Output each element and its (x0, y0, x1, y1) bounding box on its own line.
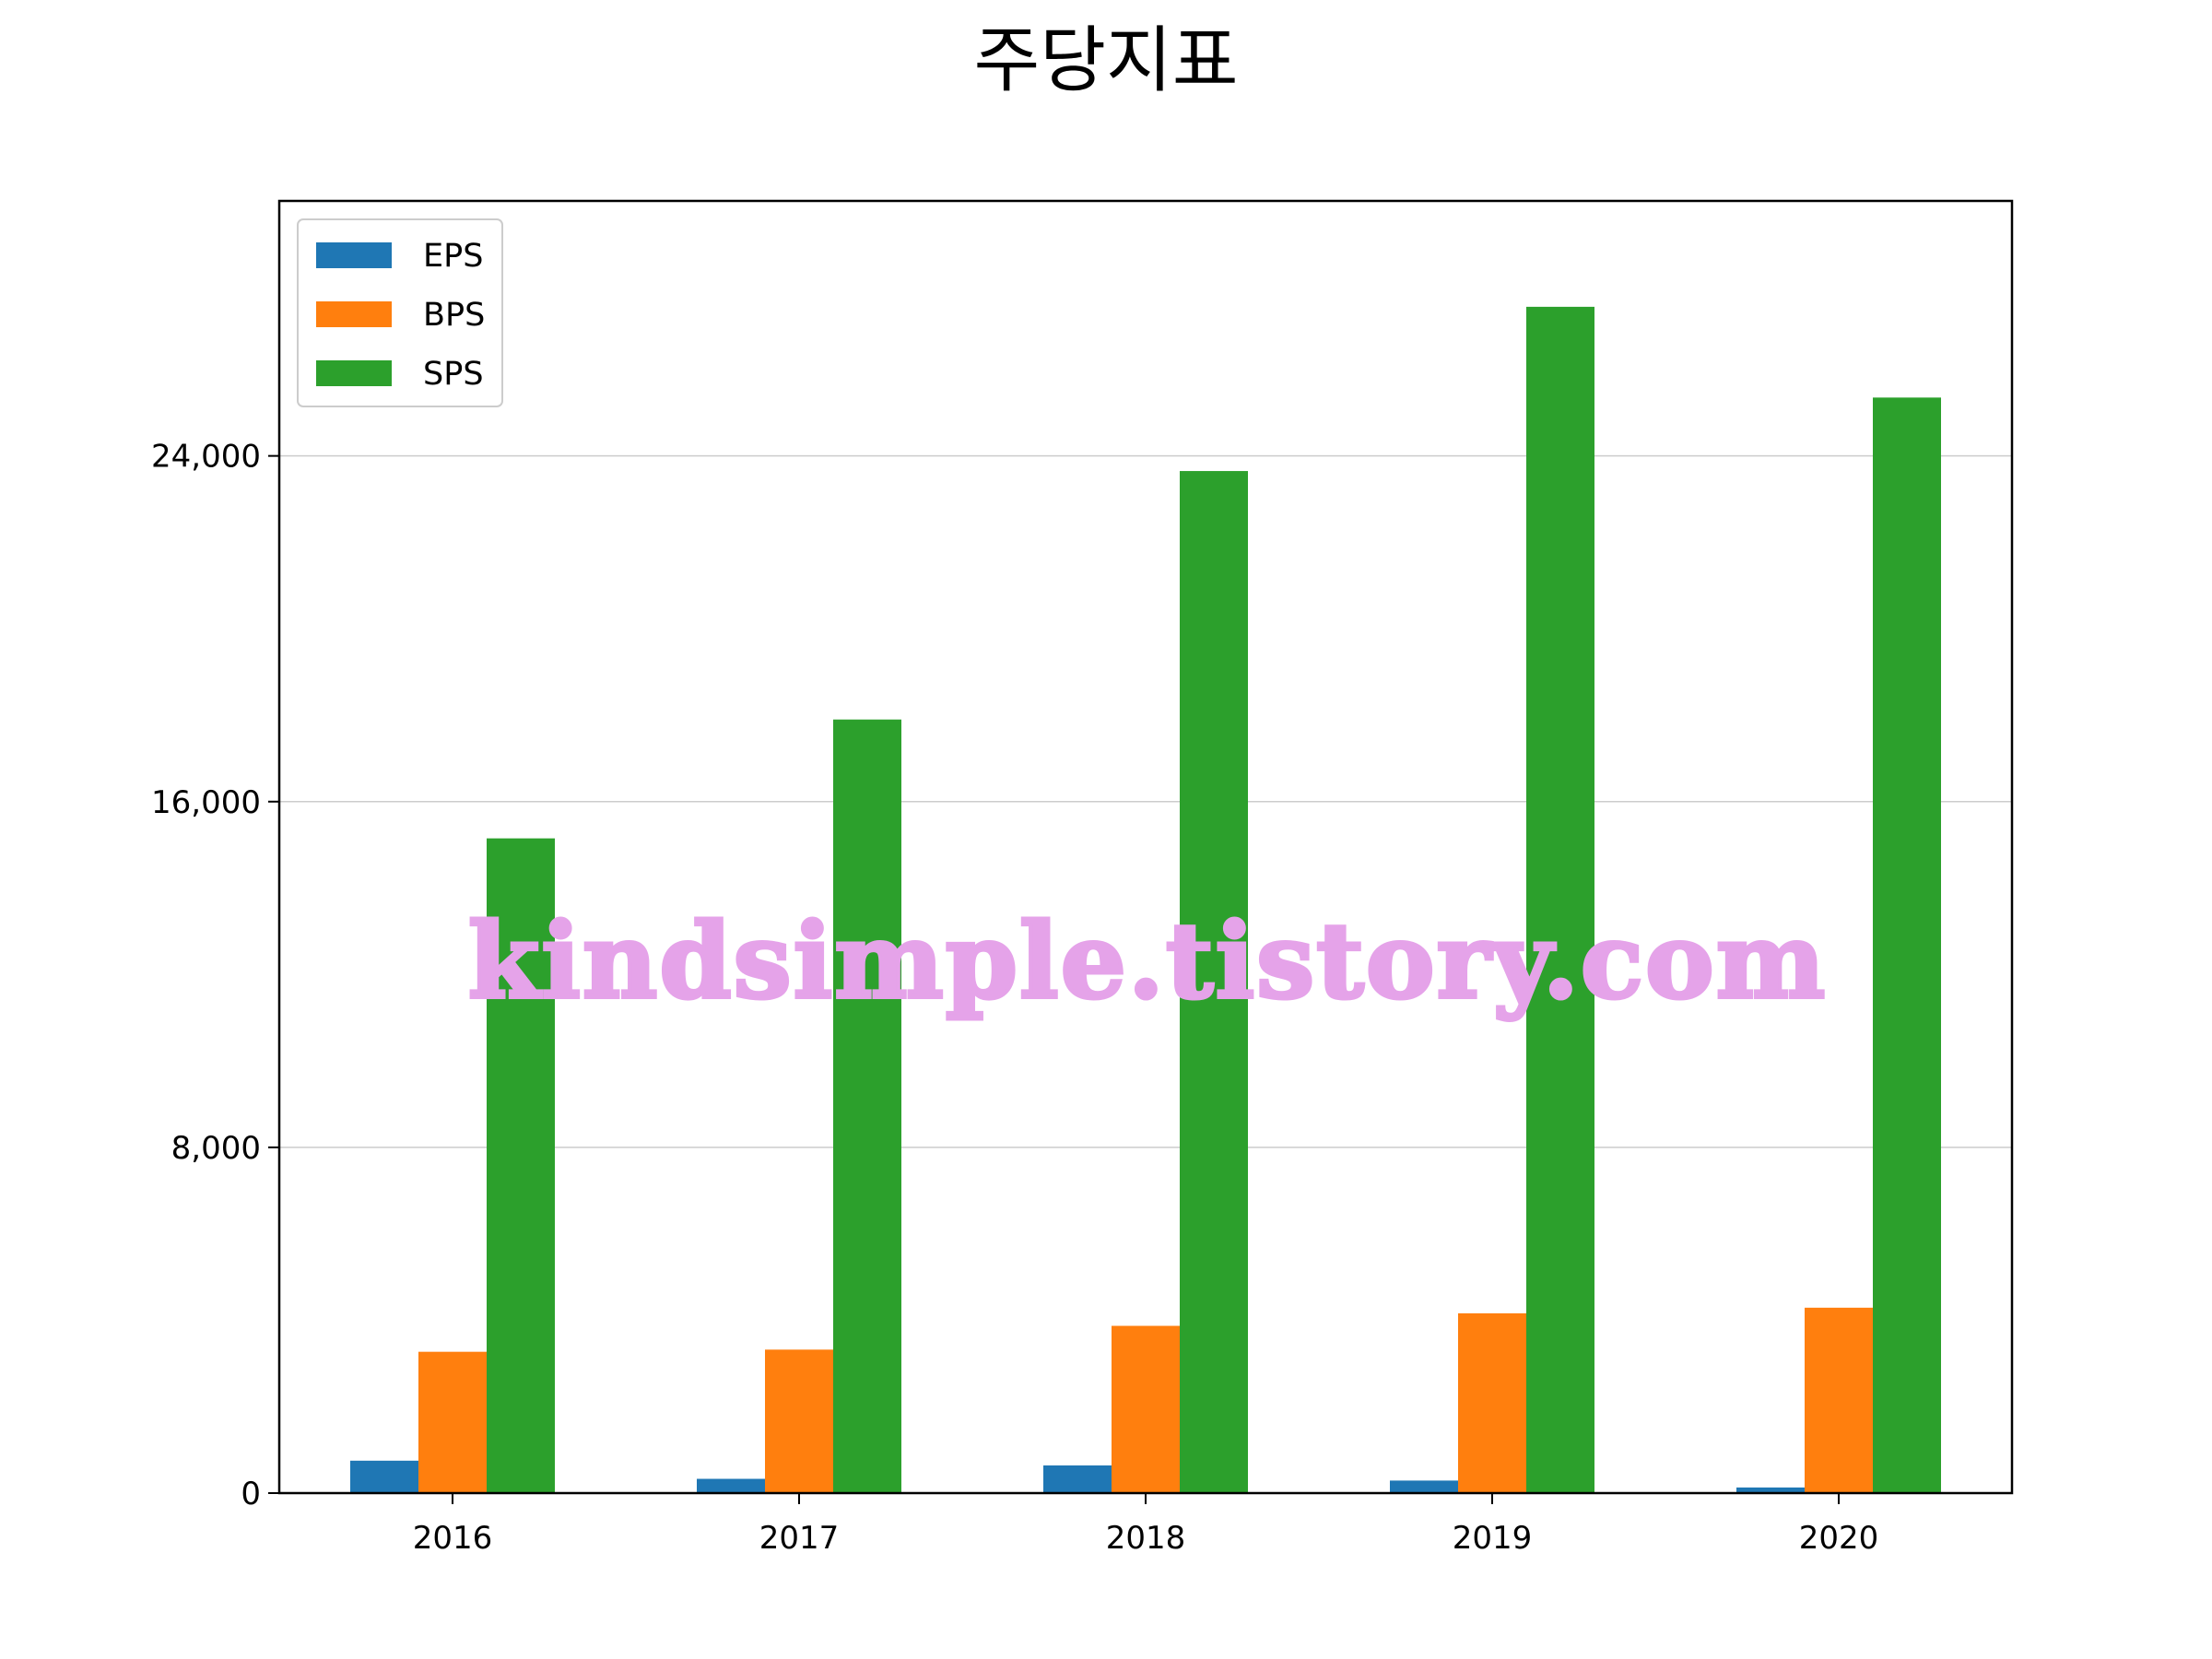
legend-label-sps: SPS (423, 356, 484, 393)
bar-eps-2020 (1736, 1487, 1805, 1493)
x-tick-label: 2017 (759, 1520, 840, 1557)
y-tick-label: 16,000 (151, 784, 261, 821)
y-tick-label: 8,000 (171, 1130, 261, 1167)
legend: EPS BPS SPS (297, 218, 503, 407)
legend-swatch-sps (316, 360, 392, 386)
grid-lines (279, 454, 2012, 1148)
bar-sps-2017 (833, 719, 901, 1493)
bars (350, 306, 1941, 1494)
watermark-text: kindsimple.tistory.com (468, 901, 1828, 1022)
legend-swatch-bps (316, 301, 392, 327)
x-axis: 2016 2017 2018 2019 2020 (413, 1493, 1879, 1557)
bar-eps-2019 (1390, 1480, 1458, 1493)
bar-bps-2019 (1458, 1312, 1526, 1493)
x-tick-label: 2018 (1106, 1520, 1186, 1557)
bar-bps-2018 (1112, 1325, 1180, 1493)
bar-sps-2019 (1526, 306, 1594, 1493)
bar-sps-2020 (1873, 397, 1941, 1493)
bar-bps-2020 (1805, 1307, 1873, 1493)
x-tick-label: 2016 (413, 1520, 493, 1557)
legend-swatch-eps (316, 242, 392, 268)
bar-bps-2017 (765, 1349, 833, 1493)
y-tick-label: 0 (241, 1476, 261, 1512)
bar-eps-2016 (350, 1460, 418, 1493)
bar-bps-2016 (418, 1351, 487, 1493)
bar-sps-2018 (1180, 471, 1248, 1494)
chart-title: 주당지표 (973, 19, 1238, 102)
bar-eps-2017 (697, 1478, 765, 1493)
bar-eps-2018 (1043, 1465, 1112, 1493)
x-tick-label: 2019 (1453, 1520, 1533, 1557)
y-tick-label: 24,000 (151, 439, 261, 476)
y-axis: 0 8,000 16,000 24,000 (151, 439, 279, 1512)
x-tick-label: 2020 (1799, 1520, 1879, 1557)
legend-label-eps: EPS (423, 238, 483, 275)
legend-label-bps: BPS (423, 297, 485, 334)
bar-sps-2016 (487, 838, 555, 1493)
